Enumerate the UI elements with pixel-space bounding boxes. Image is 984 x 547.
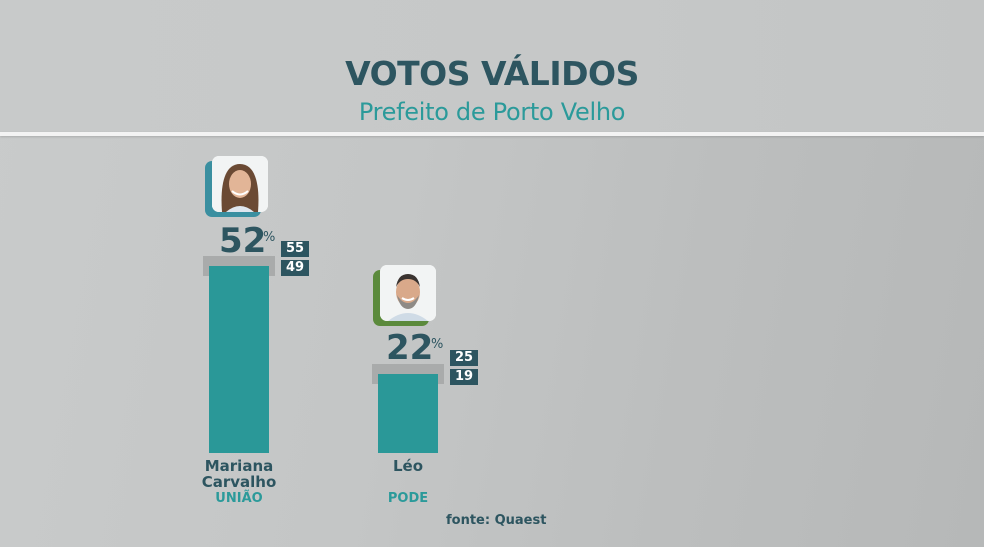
percent-value: 52 — [219, 221, 267, 261]
range-low: 19 — [450, 369, 478, 385]
percent-sign: % — [431, 337, 444, 352]
candidate-photo-man-icon — [380, 265, 436, 321]
candidate-name: Léo — [348, 458, 468, 474]
header-divider — [0, 132, 984, 136]
bar-leo — [378, 374, 438, 453]
chart-title: VOTOS VÁLIDOS — [345, 54, 639, 93]
percent-value: 22 — [386, 328, 434, 368]
percent-sign: % — [263, 230, 276, 245]
source-label: fonte: Quaest — [446, 513, 547, 528]
name-line-2: Carvalho — [201, 473, 277, 491]
party-label: PODE — [387, 491, 429, 506]
name-line-1: Léo — [392, 457, 424, 475]
range-low: 49 — [281, 260, 309, 276]
party-label: UNIÃO — [215, 491, 263, 506]
range-high: 55 — [281, 241, 309, 257]
bar-mariana-carvalho — [209, 266, 269, 453]
name-line-1: Mariana — [204, 457, 274, 475]
header-band — [0, 0, 984, 132]
range-high: 25 — [450, 350, 478, 366]
chart-subtitle: Prefeito de Porto Velho — [358, 98, 626, 126]
candidate-photo-woman-icon — [212, 156, 268, 212]
candidate-name: Mariana Carvalho — [179, 458, 299, 490]
